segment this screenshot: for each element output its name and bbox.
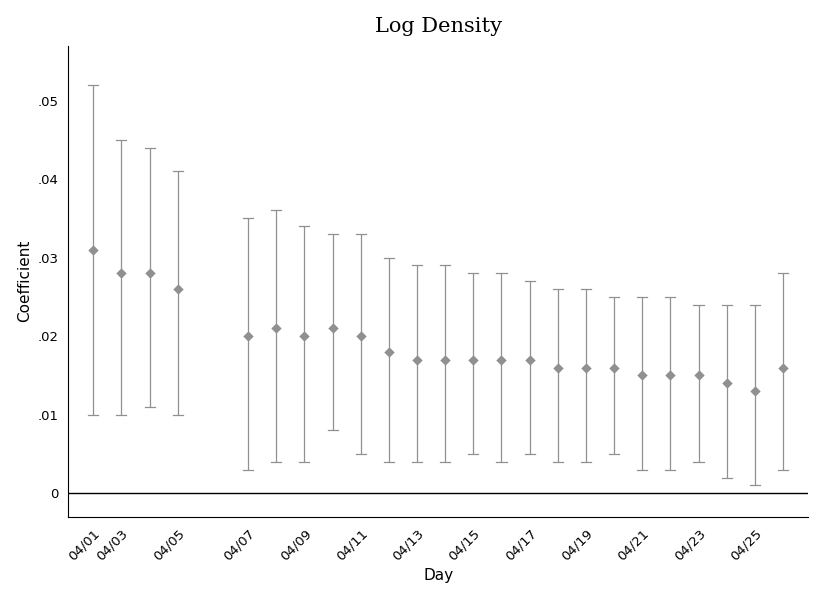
Point	[326, 323, 339, 333]
Point	[171, 284, 184, 294]
Point	[439, 355, 452, 365]
Point	[354, 331, 367, 341]
Point	[143, 269, 156, 278]
Point	[748, 386, 761, 396]
Point	[467, 355, 480, 365]
Point	[607, 363, 620, 373]
Point	[692, 371, 705, 380]
Point	[635, 371, 648, 380]
Point	[410, 355, 423, 365]
Point	[115, 269, 128, 278]
Point	[579, 363, 592, 373]
Point	[270, 323, 283, 333]
Point	[523, 355, 536, 365]
Point	[664, 371, 677, 380]
Y-axis label: Coefficient: Coefficient	[16, 240, 31, 322]
Point	[495, 355, 508, 365]
Point	[298, 331, 311, 341]
Point	[776, 363, 790, 373]
Point	[87, 245, 100, 254]
Point	[382, 347, 395, 356]
Point	[720, 379, 733, 388]
X-axis label: Day: Day	[423, 568, 453, 583]
Point	[551, 363, 564, 373]
Title: Log Density: Log Density	[375, 17, 502, 35]
Point	[242, 331, 255, 341]
